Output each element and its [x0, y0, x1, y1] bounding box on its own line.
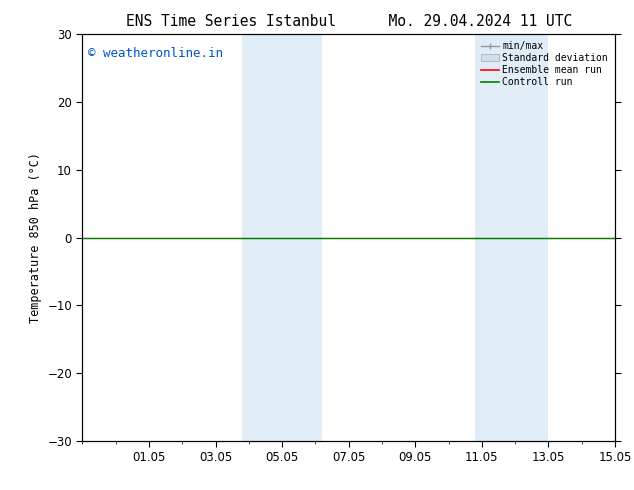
Bar — [476, 34, 548, 441]
Y-axis label: Temperature 850 hPa (°C): Temperature 850 hPa (°C) — [29, 152, 42, 323]
Title: ENS Time Series Istanbul      Mo. 29.04.2024 11 UTC: ENS Time Series Istanbul Mo. 29.04.2024 … — [126, 14, 572, 29]
Text: © weatheronline.in: © weatheronline.in — [87, 47, 223, 59]
Legend: min/max, Standard deviation, Ensemble mean run, Controll run: min/max, Standard deviation, Ensemble me… — [479, 39, 610, 89]
Bar — [242, 34, 322, 441]
